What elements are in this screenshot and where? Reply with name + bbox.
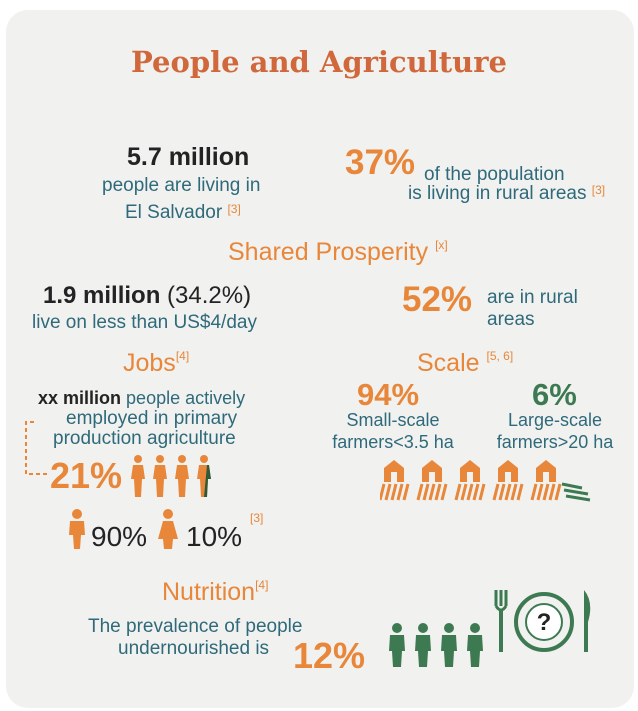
- page-title: People and Agriculture: [131, 45, 507, 79]
- rural-line2: is living in rural areas [3]: [408, 183, 605, 205]
- farms-icon-group: [380, 460, 591, 502]
- plate-icon-group: [494, 590, 591, 652]
- rural-line2-text: is living in rural areas: [408, 183, 587, 204]
- population-ref: [3]: [227, 202, 241, 216]
- rural-ref: [3]: [591, 183, 606, 197]
- jobs-ref: [4]: [175, 349, 190, 363]
- scale-ref: [5, 6]: [486, 349, 514, 363]
- farm-icon: [492, 460, 524, 501]
- female-percent: 10%: [186, 521, 243, 552]
- worker-icon: [197, 455, 211, 497]
- nutrition-heading: Nutrition[4]: [162, 578, 268, 607]
- scale-title: Scale: [417, 349, 480, 377]
- small-scale-line1: Small-scale: [346, 410, 440, 430]
- population-value: 5.7 million: [127, 143, 250, 171]
- rural-poverty-percent: 52%: [402, 280, 473, 319]
- large-scale-line1: Large-scale: [507, 410, 603, 430]
- jobs-heading: Jobs[4]: [123, 349, 189, 378]
- farm-icon: [530, 460, 591, 502]
- person-icon: [467, 623, 483, 667]
- gender-ref: [3]: [250, 511, 264, 525]
- knife-icon: [584, 590, 591, 652]
- person-icon: [415, 623, 431, 667]
- jobs-percent: 21%: [50, 455, 123, 496]
- large-scale-line2: farmers>20 ha: [496, 432, 614, 452]
- population-country: El Salvador: [125, 202, 223, 223]
- jobs-line3: production agriculture: [53, 428, 236, 449]
- scale-heading: Scale [5, 6]: [417, 349, 513, 378]
- person-icon: [441, 623, 457, 667]
- farm-icon: [416, 460, 448, 501]
- rural-poverty-line2: areas: [487, 309, 535, 330]
- plate-question-mark: ?: [536, 609, 552, 636]
- worker-icon: [175, 455, 189, 497]
- poverty-line: live on less than US$4/day: [32, 312, 257, 333]
- jobs-value: xx million: [38, 388, 122, 408]
- workers-icon-group: [131, 455, 211, 497]
- shared-prosperity-heading: Shared Prosperity [x]: [228, 238, 448, 267]
- fork-icon: [494, 590, 508, 652]
- jobs-line1-text: people actively: [126, 388, 246, 408]
- nutrition-percent: 12%: [293, 635, 366, 676]
- plate-icon: [514, 592, 574, 652]
- jobs-line2: employed in primary: [66, 408, 238, 429]
- male-icon: [69, 509, 85, 549]
- poverty-percent: (34.2%): [167, 282, 252, 309]
- jobs-title: Jobs: [123, 349, 176, 377]
- farm-icon: [454, 460, 486, 501]
- worker-icon: [153, 455, 167, 497]
- farm-icon: [380, 460, 410, 501]
- nutrition-title: Nutrition: [162, 578, 256, 606]
- small-scale-percent: 94%: [357, 377, 420, 412]
- jobs-line1: xx million people actively: [38, 388, 245, 409]
- male-percent: 90%: [91, 521, 148, 552]
- population-line2: El Salvador [3]: [125, 202, 241, 224]
- small-scale-line2: farmers<3.5 ha: [332, 432, 454, 452]
- nutrition-line1: The prevalence of people: [88, 616, 303, 637]
- large-scale-percent: 6%: [532, 377, 577, 412]
- gender-ref-wrap: [3]: [250, 511, 263, 529]
- population-line1: people are living in: [102, 175, 261, 196]
- poverty-value: 1.9 million (34.2%): [43, 282, 251, 310]
- person-icon: [389, 623, 405, 667]
- poverty-count: 1.9 million: [43, 282, 161, 309]
- jobs-bracket: [25, 421, 48, 475]
- female-icon: [158, 509, 178, 549]
- rural-percent: 37%: [345, 143, 416, 182]
- worker-icon: [131, 455, 145, 497]
- infographic-card: [6, 10, 634, 708]
- nutrition-line2: undernourished is: [118, 638, 270, 659]
- people-icon-group: [389, 623, 483, 667]
- rural-poverty-line1: are in rural: [487, 287, 578, 308]
- nutrition-ref: [4]: [255, 578, 269, 592]
- shared-prosperity-title: Shared Prosperity: [228, 238, 429, 266]
- shared-prosperity-ref: [x]: [435, 238, 448, 252]
- rural-line1: of the population: [424, 164, 565, 185]
